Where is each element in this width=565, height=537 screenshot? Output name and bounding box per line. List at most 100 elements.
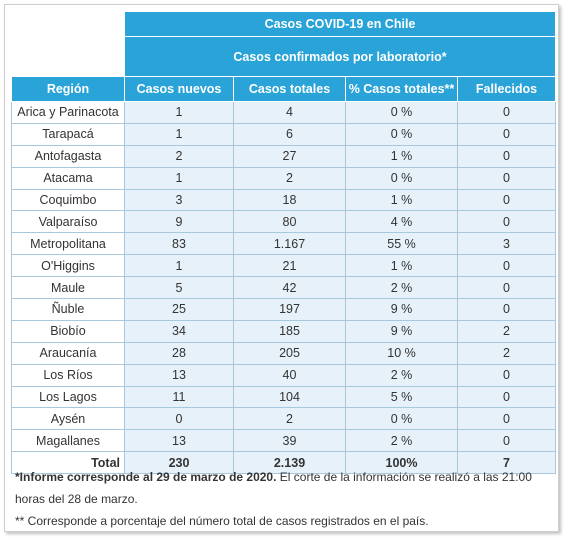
new-cases-cell: 1 [124,122,234,146]
header-region: Región [11,76,125,102]
deaths-cell: 0 [457,188,556,212]
table-row: Aysén 0 2 0 % 0 [11,407,556,431]
total-cases-cell: 2 [233,407,346,431]
region-cell: Atacama [11,166,125,190]
total-cases-cell: 6 [233,122,346,146]
region-cell: Magallanes [11,429,125,453]
new-cases-cell: 1 [124,166,234,190]
header-deaths: Fallecidos [457,76,556,102]
region-cell: Aysén [11,407,125,431]
deaths-cell: 0 [457,166,556,190]
percent-cell: 1 % [345,188,458,212]
region-cell: Tarapacá [11,122,125,146]
deaths-cell: 0 [457,210,556,234]
table-row: Magallanes 13 39 2 % 0 [11,429,556,453]
new-cases-cell: 83 [124,232,234,256]
total-row: Total 230 2.139 100% 7 [11,451,556,475]
deaths-cell: 2 [457,319,556,343]
table-row: O'Higgins 1 21 1 % 0 [11,254,556,278]
new-cases-cell: 1 [124,254,234,278]
percent-cell: 10 % [345,341,458,365]
report-frame: Casos COVID-19 en Chile Casos confirmado… [4,4,559,532]
region-cell: Biobío [11,319,125,343]
total-percent-cell: 100% [345,451,458,475]
new-cases-cell: 34 [124,319,234,343]
total-cases-cell: 4 [233,101,346,124]
region-cell: Ñuble [11,298,125,321]
percent-cell: 0 % [345,122,458,146]
new-cases-cell: 28 [124,341,234,365]
corner-cell [11,36,125,77]
percent-cell: 2 % [345,276,458,300]
table-row: Los Lagos 11 104 5 % 0 [11,385,556,409]
deaths-cell: 2 [457,341,556,365]
new-cases-cell: 3 [124,188,234,212]
header-new-cases: Casos nuevos [124,76,234,102]
new-cases-cell: 0 [124,407,234,431]
region-cell: Valparaíso [11,210,125,234]
table-row: Los Ríos 13 40 2 % 0 [11,363,556,387]
header-total-cases: Casos totales [233,76,346,102]
new-cases-cell: 11 [124,385,234,409]
deaths-cell: 0 [457,144,556,168]
percent-cell: 5 % [345,385,458,409]
percent-cell: 0 % [345,407,458,431]
total-region-cell: Total [11,451,125,475]
footnote-1-rest: El corte de la información se realizó a … [15,470,532,506]
new-cases-cell: 5 [124,276,234,300]
total-cases-cell: 197 [233,298,346,321]
region-cell: Metropolitana [11,232,125,256]
corner-cell [11,11,125,37]
total-cases-cell: 104 [233,385,346,409]
total-cases-cell: 1.167 [233,232,346,256]
footnote-1-bold: *Informe corresponde al 29 de marzo de 2… [15,470,277,484]
total-cases-cell: 27 [233,144,346,168]
new-cases-cell: 13 [124,363,234,387]
deaths-cell: 0 [457,101,556,124]
total-cases-cell: 185 [233,319,346,343]
table-row: Valparaíso 9 80 4 % 0 [11,210,556,234]
table-row: Araucanía 28 205 10 % 2 [11,341,556,365]
column-header-row: Región Casos nuevos Casos totales % Caso… [11,76,556,102]
total-new-cases-cell: 230 [124,451,234,475]
deaths-cell: 0 [457,407,556,431]
total-cases-cell: 40 [233,363,346,387]
total-cases-cell: 39 [233,429,346,453]
new-cases-cell: 25 [124,298,234,321]
deaths-cell: 0 [457,276,556,300]
table-row: Arica y Parinacota 1 4 0 % 0 [11,101,556,124]
total-cases-cell: 80 [233,210,346,234]
table-subtitle: Casos confirmados por laboratorio* [124,36,556,77]
table-row: Coquimbo 3 18 1 % 0 [11,188,556,212]
table-row: Antofagasta 2 27 1 % 0 [11,144,556,168]
new-cases-cell: 13 [124,429,234,453]
total-cases-cell: 42 [233,276,346,300]
region-cell: Los Ríos [11,363,125,387]
total-cases-cell: 18 [233,188,346,212]
total-total-cases-cell: 2.139 [233,451,346,475]
percent-cell: 55 % [345,232,458,256]
percent-cell: 2 % [345,363,458,387]
total-cases-cell: 205 [233,341,346,365]
deaths-cell: 0 [457,429,556,453]
percent-cell: 9 % [345,319,458,343]
deaths-cell: 0 [457,254,556,278]
total-deaths-cell: 7 [457,451,556,475]
region-cell: Antofagasta [11,144,125,168]
region-cell: Los Lagos [11,385,125,409]
table-row: Metropolitana 83 1.167 55 % 3 [11,232,556,256]
region-cell: O'Higgins [11,254,125,278]
covid-cases-table: Casos COVID-19 en Chile Casos confirmado… [11,11,556,475]
footnote-2: ** Corresponde a porcentaje del número t… [15,514,429,528]
region-cell: Araucanía [11,341,125,365]
new-cases-cell: 9 [124,210,234,234]
footnote-1: *Informe corresponde al 29 de marzo de 2… [15,466,555,510]
header-percent-cases: % Casos totales** [345,76,458,102]
new-cases-cell: 2 [124,144,234,168]
table-row: Biobío 34 185 9 % 2 [11,319,556,343]
table-row: Atacama 1 2 0 % 0 [11,166,556,190]
region-cell: Arica y Parinacota [11,101,125,124]
percent-cell: 2 % [345,429,458,453]
total-cases-cell: 2 [233,166,346,190]
table-row: Maule 5 42 2 % 0 [11,276,556,300]
